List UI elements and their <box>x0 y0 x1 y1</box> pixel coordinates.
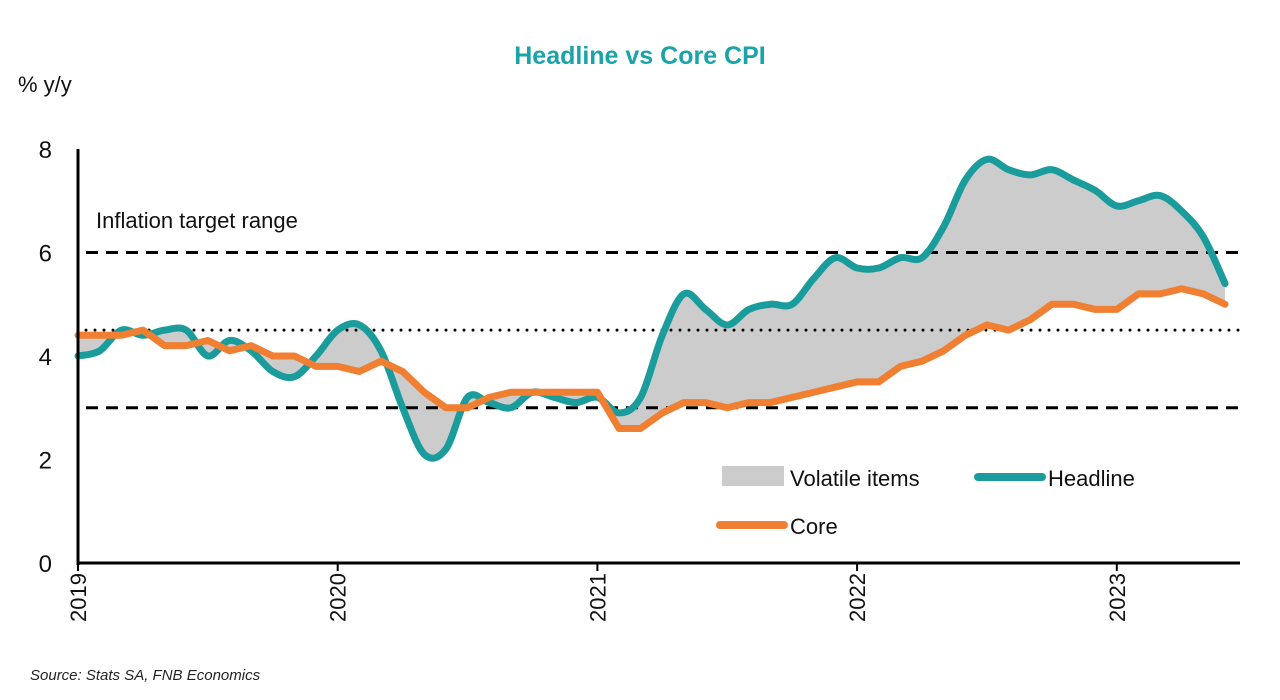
legend-label-volatile: Volatile items <box>790 466 920 491</box>
legend-label-core: Core <box>790 514 838 539</box>
core-line <box>74 285 1229 432</box>
y-tick-label: 2 <box>39 448 52 475</box>
x-tick-label: 2019 <box>66 573 91 622</box>
legend-label-headline: Headline <box>1048 466 1135 491</box>
x-tick-label: 2022 <box>845 573 870 622</box>
x-tick-label: 2020 <box>326 573 351 622</box>
y-axis-label: % y/y <box>18 72 72 97</box>
legend-swatch-volatile <box>722 466 784 486</box>
volatile-items-area <box>78 159 1226 459</box>
headline-line <box>74 155 1229 462</box>
y-tick-label: 8 <box>39 137 52 164</box>
y-tick-label: 4 <box>39 344 52 371</box>
x-tick-label: 2021 <box>585 573 610 622</box>
source-note: Source: Stats SA, FNB Economics <box>30 667 261 684</box>
target-range-annotation: Inflation target range <box>96 208 298 233</box>
legend: Volatile items Headline Core <box>716 466 1135 539</box>
x-tick-label: 2023 <box>1105 573 1130 622</box>
chart-title: Headline vs Core CPI <box>514 42 765 70</box>
y-tick-label: 6 <box>39 241 52 268</box>
y-tick-label: 0 <box>39 551 52 578</box>
